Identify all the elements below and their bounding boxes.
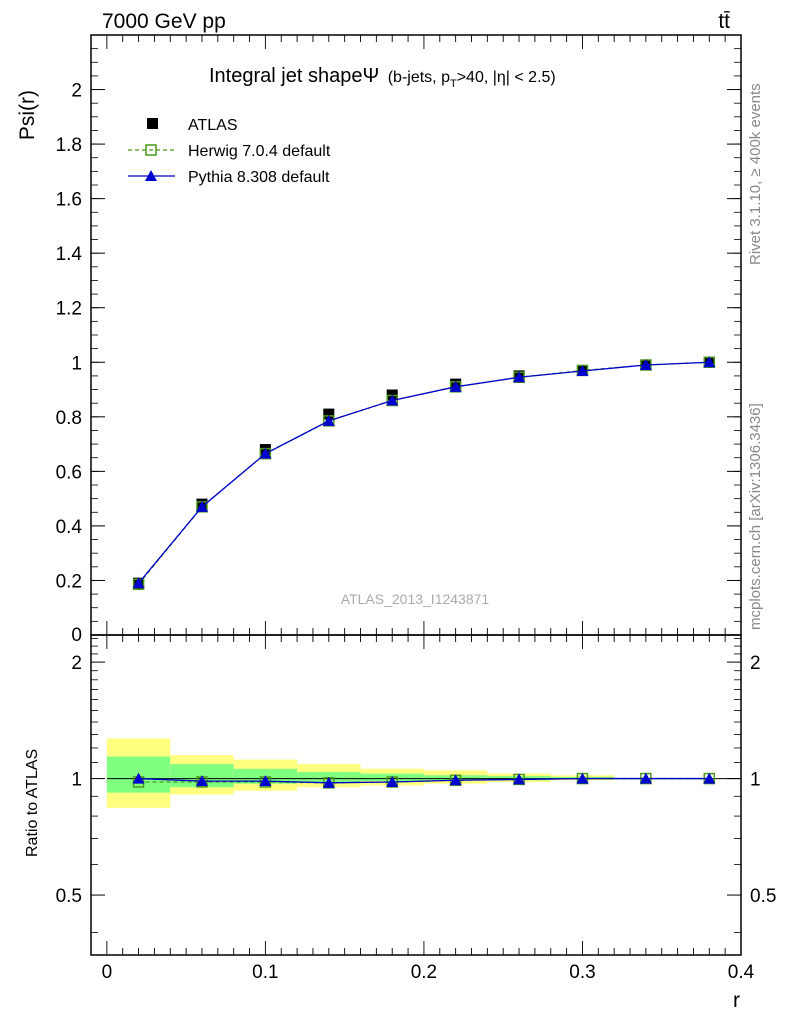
atlas-point [323, 408, 335, 420]
ratio-ytick-label: 2 [71, 653, 82, 674]
ratio-series [132, 772, 716, 789]
legend-pythia-marker [145, 170, 157, 181]
title-main: Integral jet shapeΨ [209, 65, 379, 87]
ratio-pythia-point [132, 772, 145, 784]
main-ylabel: Psi(r) [16, 90, 39, 140]
ratio-plot-frame [90, 634, 742, 956]
ratio-pythia-point [703, 772, 716, 784]
ratio-pythia-point [195, 775, 208, 787]
pythia-point [322, 414, 335, 426]
pythia-point [259, 447, 272, 459]
ratio-pythia-point [449, 774, 462, 786]
title-sub-b: >40, |η| < 2.5) [457, 69, 556, 86]
herwig-line [138, 361, 710, 585]
ratio-ytick-label-right: 1 [750, 770, 761, 791]
main-ytick-label: 1.2 [56, 299, 82, 320]
legend-herwig-label: Herwig 7.0.4 default [188, 143, 331, 160]
chart-title: Integral jet shapeΨ (b-jets, pT>40, |η| … [209, 65, 556, 90]
pythia-point [132, 577, 145, 589]
ratio-axes: 0 0.1 0.2 0.3 0.4 0.5 0.5 1 1 2 2 [56, 635, 776, 983]
pythia-point [449, 380, 462, 392]
xtick-label: 0.2 [411, 962, 437, 983]
process-label: tt̄ [718, 10, 730, 33]
analysis-watermark: ATLAS_2013_I1243871 [341, 591, 490, 607]
title-sub-a: (b-jets, p [388, 69, 450, 86]
title-sub-sub: T [450, 78, 457, 90]
pythia-point [639, 359, 652, 370]
legend: ATLAS Herwig 7.0.4 default Pythia 8.308 … [128, 117, 331, 186]
ratio-pythia-point [322, 776, 335, 788]
main-ytick-label: 1 [71, 353, 82, 374]
ratio-ytick-label: 1 [71, 770, 82, 791]
pythia-point [386, 394, 399, 406]
ratio-pythia-point [386, 775, 399, 787]
main-ytick-label: 0.2 [56, 571, 82, 592]
main-series [132, 356, 716, 591]
pythia-point [513, 371, 526, 383]
ratio-ytick-label-right: 2 [750, 653, 761, 674]
main-ytick-label: 2 [71, 81, 82, 102]
ratio-ylabel: Ratio to ATLAS [24, 749, 41, 857]
legend-atlas-marker [147, 118, 158, 129]
ratio-pythia-point [576, 772, 589, 784]
ratio-pythia-point [259, 775, 272, 787]
ratio-pythia-line [138, 777, 710, 784]
xlabel: r [733, 989, 740, 1012]
xtick-label: 0.3 [569, 962, 595, 983]
legend-pythia-label: Pythia 8.308 default [188, 169, 330, 186]
energy-label: 7000 GeV pp [102, 10, 226, 33]
ratio-ytick-label: 0.5 [56, 886, 82, 907]
xtick-label: 0 [102, 962, 113, 983]
main-ytick-label: 1.6 [56, 190, 82, 211]
ratio-ytick-label-right: 0.5 [750, 886, 776, 907]
pythia-point [703, 356, 716, 368]
pythia-point [195, 500, 208, 512]
legend-herwig-marker [145, 144, 157, 156]
rivet-label: Rivet 3.1.10, ≥ 400k events [747, 83, 764, 265]
main-ytick-label: 0.6 [56, 462, 82, 483]
mcplots-label: mcplots.cern.ch [arXiv:1306.3436] [747, 403, 764, 630]
main-axes: 0.2 0.4 0.6 0.8 1 1.2 1.4 1.6 1.8 2 0 [56, 35, 742, 646]
xtick-label: 0.1 [252, 962, 278, 983]
main-ytick-label: 0.8 [56, 408, 82, 429]
pythia-line [138, 361, 710, 584]
main-ytick-label: 1.8 [56, 135, 82, 156]
main-ytick-label: 1.4 [56, 244, 83, 265]
ratio-pythia-point [639, 772, 652, 784]
main-ytick-zero: 0 [71, 625, 82, 646]
ratio-pythia-point [513, 773, 526, 785]
xtick-label: 0.4 [728, 962, 755, 983]
legend-atlas-label: ATLAS [188, 117, 238, 134]
main-ytick-label: 0.4 [56, 517, 83, 538]
pythia-point [576, 365, 589, 376]
